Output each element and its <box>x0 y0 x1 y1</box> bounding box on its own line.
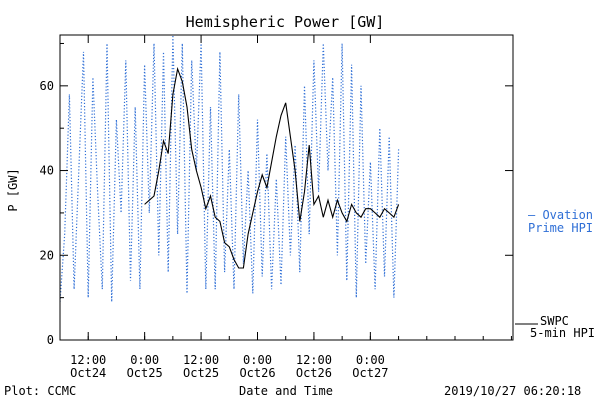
y-axis-label: P [GW] <box>6 168 20 211</box>
x-tick-label-time: 12:00 <box>183 353 219 367</box>
x-tick-label-time: 0:00 <box>130 353 159 367</box>
y-tick-label: 20 <box>40 248 54 262</box>
legend-ovation-line1: — Ovation <box>528 208 593 222</box>
y-axis: 0 20 40 60 <box>40 42 513 347</box>
legend-ovation-line2: Prime HPI <box>528 221 593 235</box>
x-tick-label-time: 12:00 <box>296 353 332 367</box>
y-tick-label: 40 <box>40 164 54 178</box>
x-tick-label-time: 12:00 <box>70 353 106 367</box>
x-tick-label-time: 0:00 <box>243 353 272 367</box>
plot-area <box>60 35 400 302</box>
y-tick-label: 0 <box>47 333 54 347</box>
x-tick-label-date: Oct27 <box>352 366 388 380</box>
legend-swpc-line1: SWPC <box>540 314 569 328</box>
x-tick-label-date: Oct25 <box>183 366 219 380</box>
x-tick-label-date: Oct26 <box>296 366 332 380</box>
plot-credit: Plot: CCMC <box>4 384 76 398</box>
x-axis-label: Date and Time <box>239 384 333 398</box>
series-ovation-prime-line <box>60 35 400 302</box>
x-tick-label-date: Oct26 <box>239 366 275 380</box>
plot-timestamp: 2019/10/27 06:20:18 <box>444 384 581 398</box>
chart-title: Hemispheric Power [GW] <box>186 13 385 31</box>
legend-swpc: SWPC 5-min HPI <box>515 314 595 340</box>
plot-frame <box>59 34 514 341</box>
x-tick-label-date: Oct24 <box>70 366 106 380</box>
series-swpc-line <box>144 66 400 269</box>
legend-swpc-line2: 5-min HPI <box>530 326 595 340</box>
x-tick-label-time: 0:00 <box>356 353 385 367</box>
x-tick-label-date: Oct25 <box>127 366 163 380</box>
x-axis: 12:00Oct240:00Oct2512:00Oct250:00Oct2612… <box>70 35 512 380</box>
y-tick-label: 60 <box>40 79 54 93</box>
legend-ovation-prime: — Ovation Prime HPI <box>528 208 593 235</box>
